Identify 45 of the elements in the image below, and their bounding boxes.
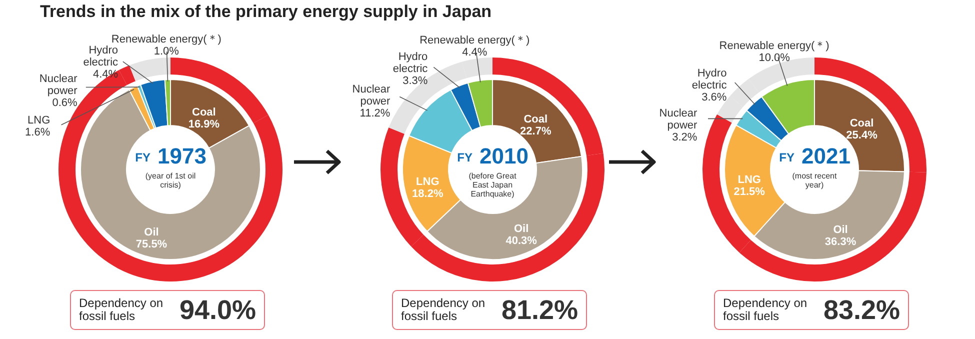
data-label: 22.7% bbox=[520, 126, 552, 138]
data-label: 36.3% bbox=[824, 236, 856, 248]
slice-label: Coal bbox=[524, 114, 548, 126]
data-label: 0.6% bbox=[52, 96, 78, 109]
data-label: 4.4% bbox=[462, 46, 488, 59]
slice-label: Coal bbox=[850, 117, 874, 130]
slice-label: LNG bbox=[738, 174, 761, 186]
slice-label: Renewable energy(＊) bbox=[420, 34, 530, 47]
chart-title: Trends in the mix of the primary energy supply in Japan bbox=[40, 2, 492, 22]
slice-label: Renewable energy(＊) bbox=[719, 40, 830, 52]
slice-label: Nuclear power bbox=[39, 72, 78, 97]
slice-label: LNG bbox=[28, 114, 50, 126]
data-label: 25.4% bbox=[846, 129, 878, 142]
data-label: 40.3% bbox=[506, 234, 538, 247]
data-label: 10.0% bbox=[758, 52, 790, 64]
data-label: 16.9% bbox=[188, 118, 220, 131]
slice-label: Renewable energy(＊) bbox=[111, 34, 222, 46]
text: (most recent year) bbox=[792, 172, 838, 190]
data-label: 21.5% bbox=[734, 186, 766, 198]
slice-label: Oil bbox=[833, 224, 848, 236]
slice-label: LNG bbox=[416, 176, 440, 188]
data-label: 3.2% bbox=[672, 131, 698, 144]
callout-box: Dependency on fossil fuels 94.0% bbox=[70, 290, 265, 330]
text: FY 2010 bbox=[457, 144, 528, 168]
slice-label: Coal bbox=[192, 106, 216, 119]
slice-label: Hydro electric bbox=[392, 50, 428, 75]
data-label: 3.6% bbox=[702, 92, 727, 104]
slice-label: Hydro electric bbox=[83, 44, 119, 69]
slice-label: Oil bbox=[514, 222, 529, 235]
slice-label: Nuclear power bbox=[659, 107, 698, 132]
text: (year of 1st oil crisis) bbox=[145, 172, 196, 190]
data-label: 3.3% bbox=[402, 74, 428, 87]
data-label: 11.2% bbox=[360, 107, 390, 120]
callout-box: Dependency on fossil fuels 81.2% bbox=[392, 290, 587, 330]
data-label: 75.5% bbox=[136, 238, 168, 251]
slice-label: Nuclear power bbox=[352, 83, 391, 108]
data-label: 1.6% bbox=[25, 126, 50, 138]
text: FY 1973 bbox=[135, 144, 206, 168]
data-label: 18.2% bbox=[412, 188, 444, 200]
text: (before Great East Japan Earthquake) bbox=[468, 172, 518, 198]
slice-label: Oil bbox=[144, 226, 159, 239]
slice-label: Hydro electric bbox=[692, 68, 728, 92]
callout-box: Dependency on fossil fuels 83.2% bbox=[714, 290, 909, 330]
text: FY 2021 bbox=[779, 144, 850, 168]
data-label: 1.0% bbox=[154, 46, 180, 58]
